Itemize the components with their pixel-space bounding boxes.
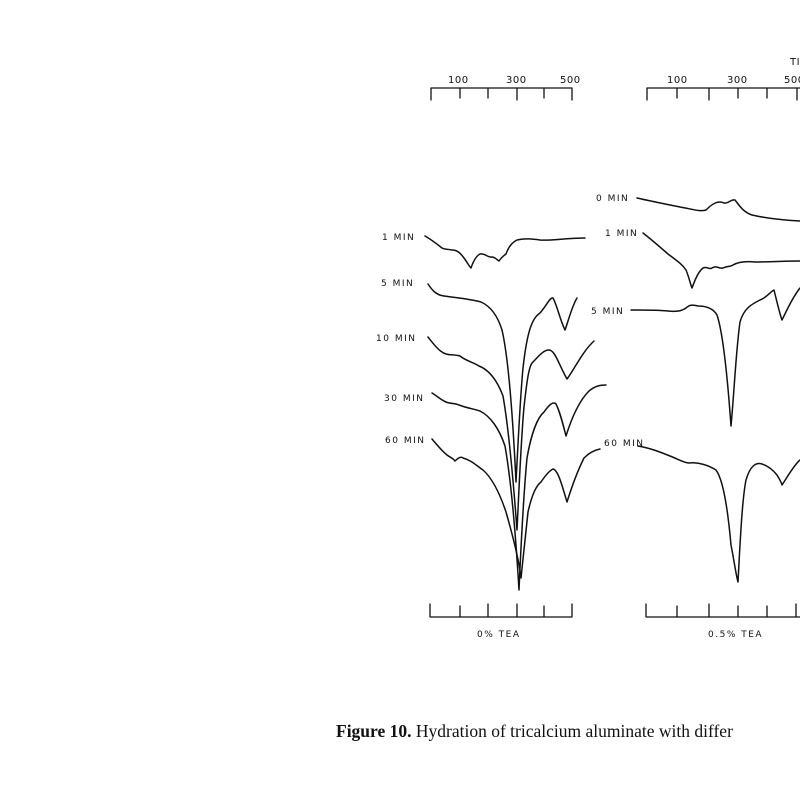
panel-label-right: 0.5% TEA <box>708 630 763 640</box>
curve-left-5-min <box>427 283 578 483</box>
figure-caption-label: Figure 10. <box>336 721 412 741</box>
curve-right-5-min <box>630 287 800 427</box>
tick-label-500-right: 500 <box>784 75 800 86</box>
figure-caption: Figure 10. Hydration of tricalcium alumi… <box>336 721 800 742</box>
curve-label-left-60-min: 60 MIN <box>385 436 425 446</box>
figure-caption-text: Hydration of tricalcium aluminate with d… <box>415 721 733 741</box>
curve-label-left-1-min: 1 MIN <box>382 233 415 243</box>
curve-right-1-min <box>642 232 800 289</box>
curve-label-right-0-min: 0 MIN <box>596 194 629 204</box>
curve-label-left-5-min: 5 MIN <box>381 279 414 289</box>
bottom-axis-right <box>645 603 800 618</box>
top-axis-right <box>646 87 800 101</box>
curve-label-left-10-min: 10 MIN <box>376 334 416 344</box>
tick-label-500-left: 500 <box>560 75 581 86</box>
top-axis-left <box>430 87 573 101</box>
tick-label-300-right: 300 <box>727 75 748 86</box>
curve-label-left-30-min: 30 MIN <box>384 394 424 404</box>
curve-right-0-min <box>636 197 800 222</box>
bottom-axis-left <box>429 603 573 618</box>
curve-left-60-min <box>431 438 601 579</box>
tick-label-300-left: 300 <box>506 75 527 86</box>
curve-left-1-min <box>424 235 586 269</box>
curve-left-30-min <box>431 384 607 591</box>
curve-label-right-5-min: 5 MIN <box>591 307 624 317</box>
curve-right-60-min <box>637 445 800 583</box>
curve-left-10-min <box>427 336 595 531</box>
panel-label-left: 0% TEA <box>477 630 520 640</box>
panel-right: 100 300 500 TI 0.5% TEA 0 MIN 1 MIN 5 MI… <box>591 57 800 640</box>
curve-label-right-60-min: 60 MIN <box>604 439 644 449</box>
panel-left: 100 300 500 0% TEA 1 MIN 5 MIN 10 MIN 30… <box>376 75 607 640</box>
tick-label-100-right: 100 <box>667 75 688 86</box>
top-axis-title-partial: TI <box>789 57 800 68</box>
tick-label-100-left: 100 <box>448 75 469 86</box>
curve-label-right-1-min: 1 MIN <box>605 229 638 239</box>
